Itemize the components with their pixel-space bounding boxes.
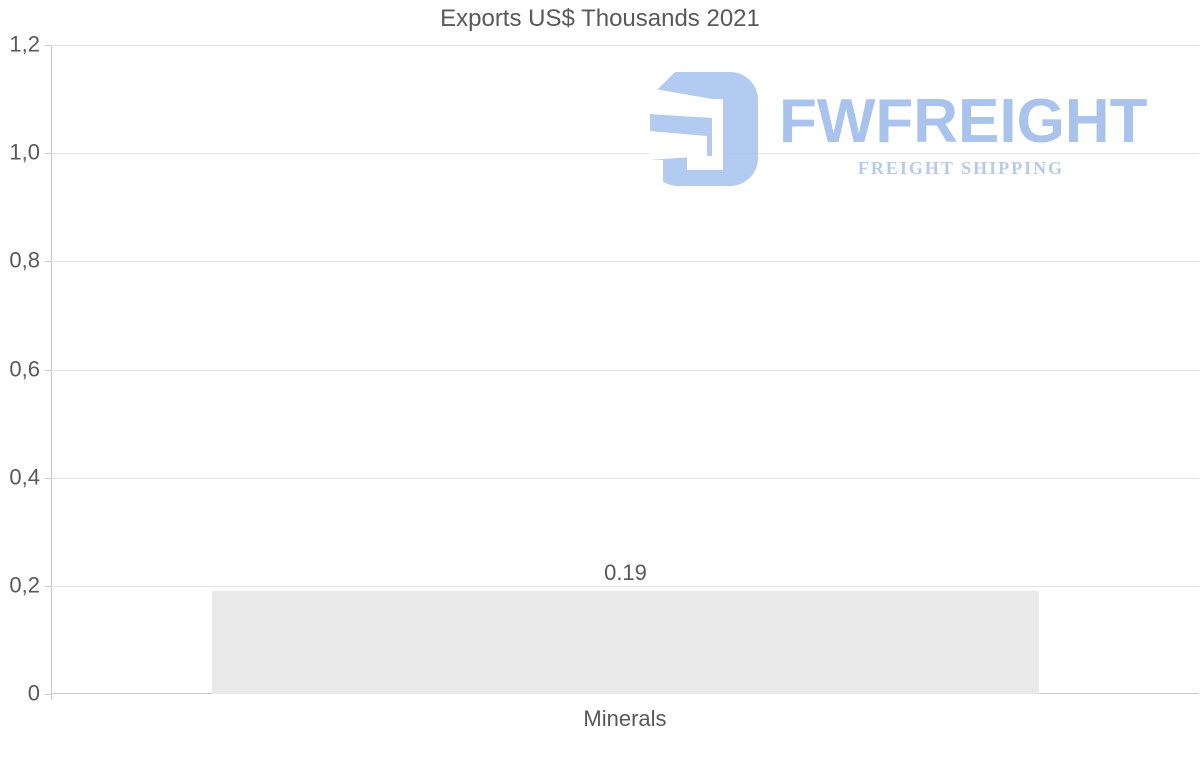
chart-title: Exports US$ Thousands 2021	[440, 5, 760, 32]
y-axis-tick	[45, 153, 51, 154]
plot-area: 0.19 0 0,2 0,4 0,6 0,8 1,0 1,2	[9, 31, 1199, 705]
y-axis-tick	[45, 370, 51, 371]
y-axis-tick	[45, 586, 51, 587]
y-tick-label: 1,0	[9, 139, 40, 165]
y-tick-label: 0	[27, 680, 40, 706]
bar-minerals	[212, 591, 1039, 694]
gridline	[51, 153, 1199, 154]
y-axis-tick	[45, 45, 51, 46]
y-tick-label: 1,2	[9, 31, 40, 57]
y-axis-tick	[45, 694, 51, 695]
bar-value-label: 0.19	[604, 560, 647, 585]
gridline	[51, 586, 1199, 587]
gridline	[51, 261, 1199, 262]
gridline	[51, 45, 1199, 46]
gridline	[51, 370, 1199, 371]
y-tick-label: 0,4	[9, 464, 40, 490]
y-axis-line	[51, 45, 52, 700]
y-tick-label: 0,8	[9, 247, 40, 273]
x-category-label: Minerals	[583, 706, 667, 731]
gridline	[51, 478, 1199, 479]
y-axis-tick	[45, 261, 51, 262]
y-tick-label: 0,2	[9, 572, 40, 598]
y-axis-tick	[45, 478, 51, 479]
y-tick-label: 0,6	[9, 356, 40, 382]
